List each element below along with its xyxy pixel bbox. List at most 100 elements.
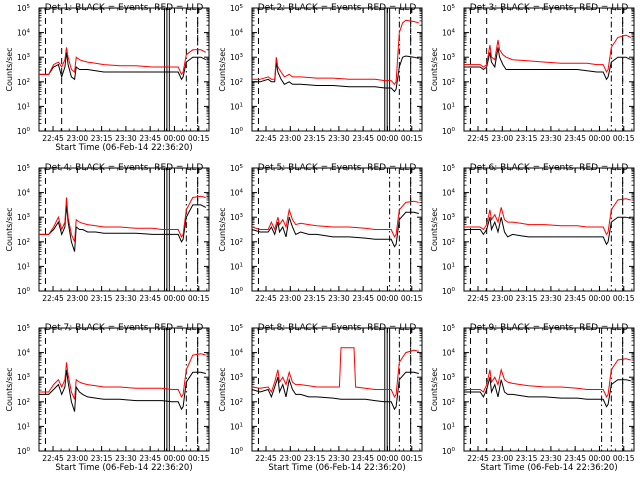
x-tick-label: 00:00 [589,454,611,463]
x-tick-label: 23:30 [115,454,137,463]
x-tick-label: 23:00 [67,454,89,463]
series-line-lld [464,358,631,398]
y-tick-label: 103 [17,373,31,382]
y-tick-label: 105 [442,4,456,13]
panel-title: Det 7: BLACK = Events, RED = LLD [45,323,204,333]
y-tick-label: 100 [17,287,31,296]
x-tick-label: 23:00 [280,454,302,463]
panel-title: Det 1: BLACK = Events, RED = LLD [45,3,204,13]
panel-title: Det 6: BLACK = Events, RED = LLD [470,163,629,173]
y-axis-label: Counts/sec [5,367,14,411]
y-axis-label: Counts/sec [218,207,227,251]
event-markers [257,8,412,131]
x-tick-label: 23:45 [352,134,374,143]
series-line-events [464,47,632,81]
plot-frame [463,7,635,132]
series-line-lld [39,353,206,400]
y-axis-label: Counts/sec [5,207,14,251]
y-tick-label: 101 [230,102,243,111]
panel-title: Det 4: BLACK = Events, RED = LLD [45,163,204,173]
x-axis-label: Start Time (06-Feb-14 22:36:20) [480,463,617,473]
x-tick-label: 23:15 [304,454,326,463]
y-tick-label: 101 [442,262,455,271]
y-axis-label: Counts/sec [430,207,439,251]
y-tick-label: 104 [442,349,456,358]
y-tick-label: 104 [17,189,31,198]
x-tick-label: 00:15 [188,454,210,463]
y-tick-label: 101 [17,262,30,271]
series-line-lld [464,198,631,236]
x-tick-label: 23:45 [352,294,374,303]
x-tick-label: 23:30 [540,454,562,463]
y-tick-label: 103 [17,213,31,222]
x-tick-label: 23:30 [328,454,350,463]
y-tick-label: 102 [17,78,30,87]
x-tick-label: 00:00 [589,294,611,303]
y-tick-label: 100 [17,447,31,456]
series-group [39,47,207,81]
y-tick-label: 103 [442,373,456,382]
x-tick-label: 22:45 [255,134,277,143]
panel-det-4: Det 4: BLACK = Events, RED = LLD Counts/s… [5,163,210,303]
series-line-events [39,204,207,252]
x-tick-label: 23:00 [492,294,514,303]
x-tick-label: 00:15 [188,294,210,303]
y-tick-label: 102 [230,398,243,407]
series-line-events [252,371,419,411]
y-tick-label: 102 [17,238,30,247]
x-tick-label: 00:15 [401,134,423,143]
x-tick-label: 22:45 [255,454,277,463]
y-tick-label: 105 [230,324,244,333]
x-tick-label: 23:30 [328,134,350,143]
x-tick-label: 23:30 [115,294,137,303]
x-tick-label: 00:00 [377,294,399,303]
y-tick-label: 104 [230,349,244,358]
x-tick-label: 22:45 [467,294,489,303]
x-tick-label: 23:45 [139,454,161,463]
x-tick-label: 23:15 [304,294,326,303]
series-line-lld [252,200,419,238]
y-tick-label: 103 [230,373,244,382]
y-tick-label: 100 [442,127,456,136]
x-tick-label: 00:15 [613,454,635,463]
y-tick-label: 102 [230,238,243,247]
y-tick-label: 105 [442,324,456,333]
series-group [464,358,631,408]
series-line-events [252,211,419,248]
x-tick-label: 23:30 [115,134,137,143]
y-tick-label: 100 [230,287,244,296]
panel-det-8: Det 8: BLACK = Events, RED = LLD Counts/s… [218,323,423,473]
panel-det-9: Det 9: BLACK = Events, RED = LLD Counts/s… [430,323,635,473]
x-tick-label: 23:45 [564,454,586,463]
panel-title: Det 3: BLACK = Events, RED = LLD [470,3,629,13]
x-tick-label: 23:15 [516,294,538,303]
series-line-events [39,52,207,81]
y-tick-label: 101 [230,422,243,431]
series-line-events [464,377,631,408]
x-tick-label: 23:15 [91,294,113,303]
x-tick-label: 23:00 [67,294,89,303]
y-tick-label: 100 [17,127,31,136]
series-line-lld [464,34,632,74]
y-tick-label: 101 [17,102,30,111]
series-group [39,195,207,252]
y-axis-label: Counts/sec [5,47,14,91]
x-tick-label: 23:00 [280,134,302,143]
y-tick-label: 102 [442,78,455,87]
y-tick-label: 105 [17,164,31,173]
x-tick-label: 23:15 [516,454,538,463]
y-tick-label: 100 [230,127,244,136]
y-tick-label: 104 [17,349,31,358]
x-tick-label: 23:30 [540,294,562,303]
x-tick-label: 00:15 [401,294,423,303]
y-tick-label: 104 [442,29,456,38]
x-tick-label: 00:15 [613,294,635,303]
series-line-lld [252,347,419,398]
y-tick-label: 103 [230,53,244,62]
series-group [464,34,632,81]
panel-det-2: Det 2: BLACK = Events, RED = LLD Counts/s… [218,3,423,143]
x-tick-label: 23:45 [564,294,586,303]
x-tick-label: 23:00 [280,294,302,303]
event-markers [44,8,199,131]
panel-det-3: Det 3: BLACK = Events, RED = LLD Counts/s… [430,3,635,143]
